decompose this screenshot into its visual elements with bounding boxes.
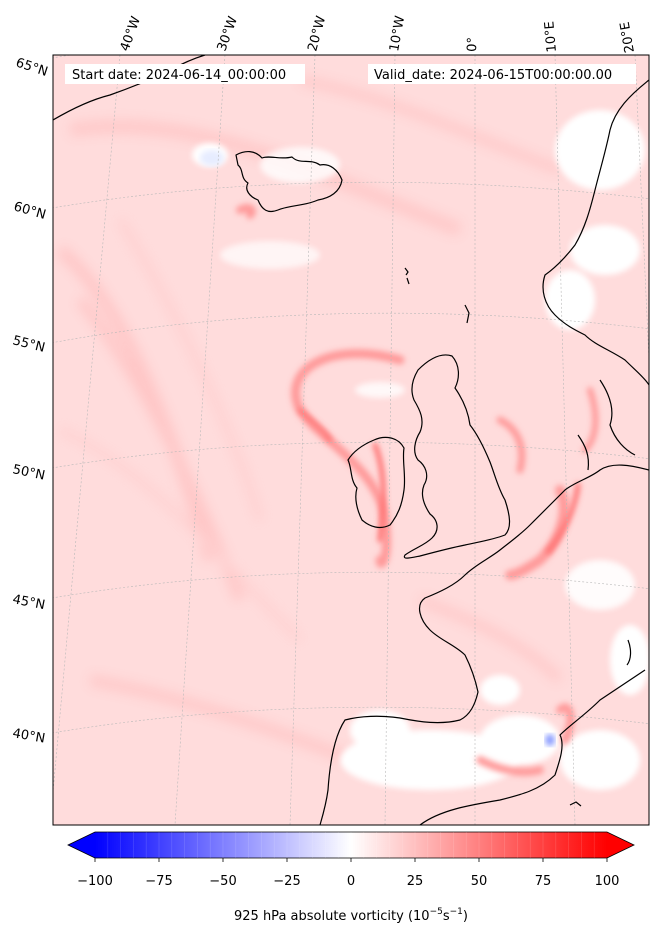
vorticity-field (53, 55, 649, 825)
lon-label: 30°W (215, 14, 241, 53)
colorbar-tick-label: −25 (273, 874, 300, 889)
lon-label: 40°W (118, 14, 144, 53)
colorbar-tick-label: −50 (209, 874, 236, 889)
start-date-box (65, 64, 305, 84)
colorbar-tick-label: −75 (145, 874, 172, 889)
lat-label: 60°N (12, 199, 48, 222)
colorbar-gradient (95, 832, 607, 858)
start-date-label: Start date: 2024-06-14_00:00:00 (72, 68, 286, 83)
continent-coast (319, 464, 649, 825)
map-frame (52, 54, 650, 826)
colorbar-tick-label: −100 (77, 874, 113, 889)
graticule (53, 55, 649, 825)
lat-label: 45°N (11, 592, 46, 613)
lat-label: 65°N (14, 56, 50, 80)
colorbar-tick-label: 25 (407, 874, 424, 889)
colorbar-tick-label: 50 (471, 874, 488, 889)
colorbar-ticks: −100 −75 −50 −25 0 25 50 75 100 (77, 832, 619, 889)
lon-label: 20°W (305, 14, 329, 53)
ireland-coast (347, 436, 406, 529)
colorbar-extend-max (607, 832, 634, 858)
latitude-labels: 65°N 60°N 55°N 50°N 45°N 40°N (11, 56, 50, 747)
valid-date-box (368, 64, 636, 84)
colorbar-extend-min (68, 832, 95, 858)
valid-date-label: Valid_date: 2024-06-15T00:00:00.00 (374, 68, 612, 83)
colorbar: −100 −75 −50 −25 0 25 50 75 100 925 hPa absolute… (67, 831, 635, 924)
lon-label: 10°E (542, 21, 560, 53)
longitude-labels: 40°W 30°W 20°W 10°W 0° 10°E 20°E (118, 14, 638, 54)
colorbar-tick-label: 100 (595, 874, 620, 889)
lon-label: 10°W (387, 15, 408, 53)
scandinavia-coast (542, 79, 649, 386)
lon-label: 20°E (618, 21, 638, 54)
colorbar-tick-label: 0 (347, 874, 355, 889)
great-britain-coast (403, 354, 511, 559)
colorbar-title: 925 hPa absolute vorticity (10−5s−1) (234, 907, 468, 924)
lat-label: 40°N (11, 726, 46, 746)
lon-label: 0° (465, 37, 481, 52)
coastlines (53, 55, 649, 825)
lat-label: 55°N (11, 333, 46, 355)
colorbar-tick-label: 75 (535, 874, 552, 889)
iceland-coast (235, 151, 343, 213)
lat-label: 50°N (11, 462, 46, 483)
